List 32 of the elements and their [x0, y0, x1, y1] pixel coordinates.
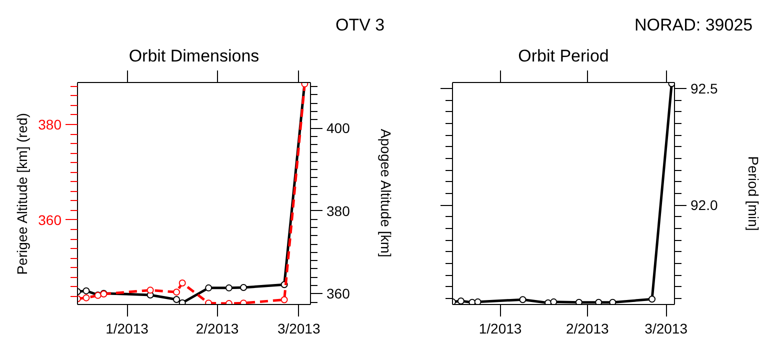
point	[146, 286, 154, 294]
text: OTV 3	[336, 16, 385, 34]
y2-axis-title: Apogee Altitude [km]	[378, 128, 394, 258]
x-tick-label: 1/2013	[106, 320, 149, 336]
point	[457, 298, 464, 304]
chart-title: Orbit Period	[518, 46, 609, 66]
x-tick-label: 2/2013	[196, 320, 239, 336]
y2-tick-label: 400	[326, 120, 350, 136]
x-tick-label: 3/2013	[277, 320, 320, 336]
point	[609, 298, 616, 304]
x-tick-label: 2/2013	[566, 320, 610, 336]
text: NORAD: 39025	[634, 16, 753, 34]
point	[595, 298, 602, 304]
y2-axis-title: Period [min]	[746, 156, 762, 231]
y2-tick-label: 380	[326, 202, 350, 219]
point	[280, 296, 288, 304]
x-tick-label: 1/2013	[478, 320, 522, 336]
x-tick-label: 3/2013	[644, 320, 688, 336]
point	[82, 294, 90, 302]
chart-title: Orbit Dimensions	[128, 46, 260, 66]
point	[519, 296, 526, 304]
y2-tick-label: 92.0	[690, 197, 718, 214]
point	[668, 82, 674, 88]
point	[178, 280, 186, 287]
point	[474, 298, 482, 304]
y-axis-title: Perigee Altitude [km] (red)	[14, 112, 30, 275]
y2-tick-label: 92.5	[690, 80, 718, 96]
point	[550, 298, 558, 304]
point	[648, 296, 656, 303]
point	[575, 298, 582, 304]
point	[173, 288, 180, 296]
y2-tick-label: 360	[326, 286, 350, 302]
